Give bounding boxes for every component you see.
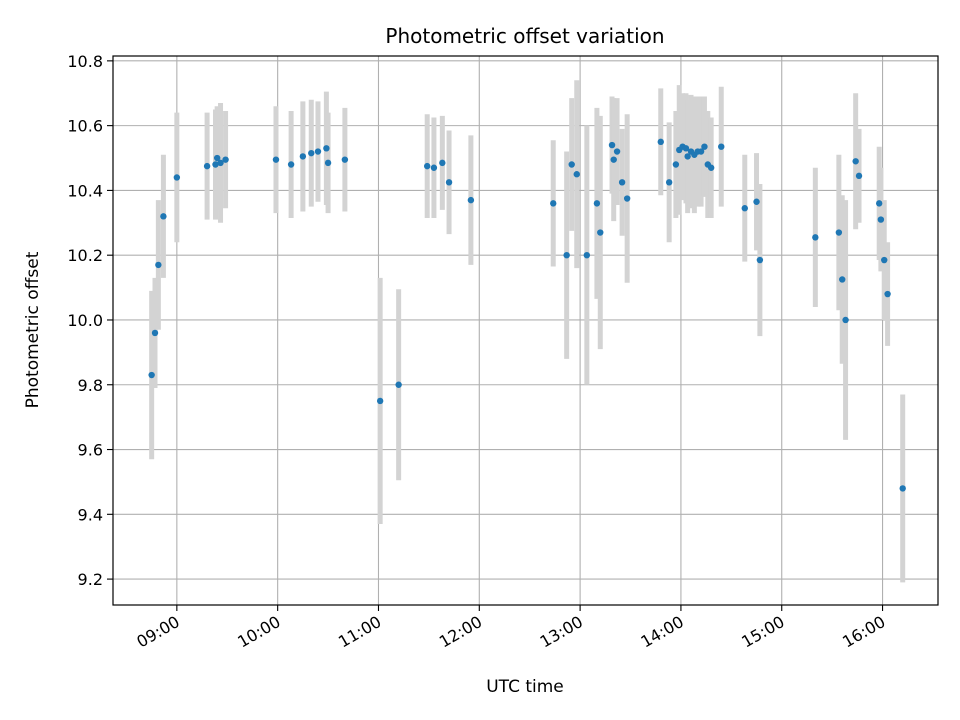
data-point: [173, 174, 181, 181]
data-point: [217, 159, 224, 167]
plot-frame: [112, 55, 939, 606]
data-point: [550, 200, 557, 207]
y-tick-label: 10.0: [67, 311, 103, 330]
data-point: [881, 256, 888, 264]
data-point: [707, 164, 715, 171]
data-points: [148, 138, 906, 492]
data-point: [877, 216, 885, 223]
y-tick-label: 10.6: [67, 117, 103, 136]
data-point: [701, 143, 708, 150]
y-tick-label: 9.4: [78, 505, 103, 524]
data-point: [812, 234, 819, 241]
data-point: [424, 162, 431, 170]
data-point: [597, 229, 604, 236]
data-point: [573, 171, 580, 178]
data-point: [623, 195, 631, 202]
x-axis-title: UTC time: [486, 677, 564, 697]
data-point: [753, 198, 760, 205]
data-point: [583, 251, 591, 259]
data-point: [618, 179, 626, 186]
y-tick-label: 10.4: [67, 181, 103, 200]
data-point: [672, 161, 680, 168]
data-point: [222, 156, 229, 163]
data-point: [875, 200, 883, 207]
data-point: [314, 148, 322, 155]
data-point: [682, 145, 690, 152]
data-point: [212, 161, 219, 168]
data-point: [324, 159, 332, 167]
data-point: [610, 156, 617, 163]
data-point: [203, 162, 211, 170]
data-point: [608, 141, 616, 149]
data-point: [593, 200, 601, 207]
data-point: [160, 213, 167, 220]
data-point: [852, 158, 859, 165]
data-point: [718, 143, 725, 150]
data-point: [835, 229, 843, 236]
data-point: [445, 179, 453, 186]
data-point: [657, 138, 664, 146]
data-point: [756, 256, 764, 264]
y-axis-title: Photometric offset: [23, 251, 43, 408]
data-point: [308, 149, 315, 157]
data-point: [884, 290, 891, 298]
data-point: [213, 154, 221, 162]
data-point: [323, 145, 330, 152]
y-axis: 9.2 9.4 9.6 9.8 10.0 10.2 10.4 10.6 10.8: [67, 52, 113, 589]
data-point: [148, 371, 155, 379]
data-point: [665, 179, 673, 186]
data-point: [395, 381, 402, 388]
data-point: [439, 159, 446, 167]
chart-title: Photometric offset variation: [385, 24, 664, 48]
data-point: [899, 485, 906, 492]
data-point: [563, 251, 570, 259]
y-tick-label: 10.8: [67, 52, 103, 71]
data-point: [299, 153, 307, 160]
data-point: [341, 156, 349, 163]
data-point: [376, 397, 384, 405]
data-point: [287, 161, 295, 168]
y-tick-label: 9.6: [78, 441, 103, 460]
data-point: [855, 172, 863, 180]
y-tick-label: 10.2: [67, 246, 103, 265]
y-tick-label: 9.2: [78, 570, 103, 589]
data-point: [467, 196, 475, 204]
data-point: [741, 205, 748, 212]
data-point: [568, 161, 575, 168]
data-point: [151, 329, 159, 337]
data-point: [613, 148, 621, 155]
data-point: [155, 261, 162, 269]
data-point: [684, 153, 691, 160]
y-tick-label: 9.8: [78, 376, 103, 395]
data-point: [430, 164, 438, 171]
data-point: [839, 276, 846, 283]
data-point: [272, 156, 280, 163]
data-point: [842, 316, 849, 324]
data-point: [697, 148, 705, 155]
